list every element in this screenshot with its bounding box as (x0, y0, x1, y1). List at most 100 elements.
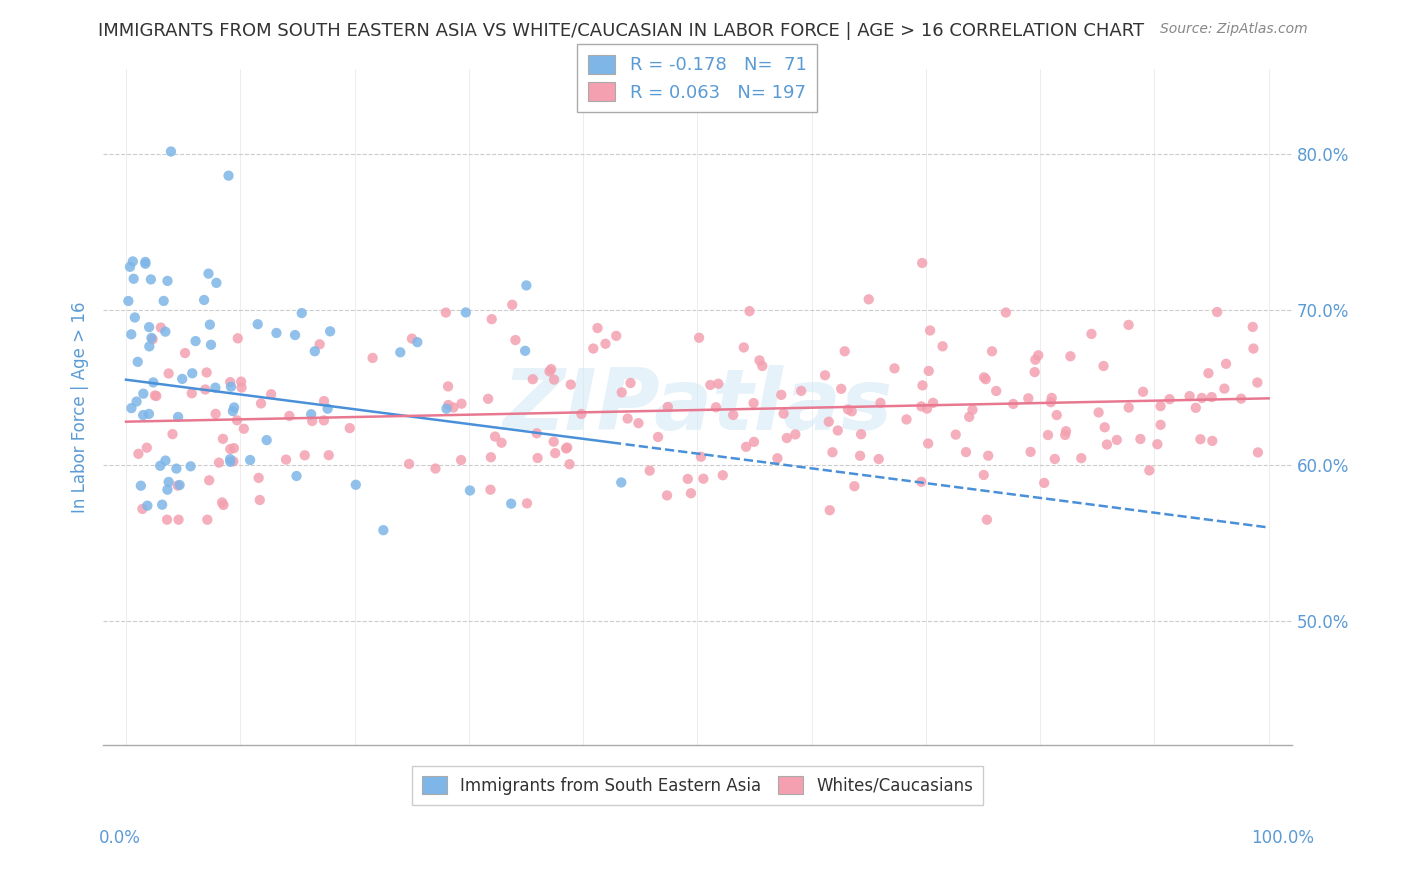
Point (312, 413, 335, 427)
Point (138, 320, 160, 334)
Point (647, 430, 669, 444)
Point (212, 432, 235, 446)
Point (361, 351, 384, 365)
Point (516, 496, 538, 510)
Point (1206, 305, 1229, 319)
Point (1118, 401, 1140, 415)
Point (218, 169, 240, 183)
Point (200, 338, 222, 352)
Point (817, 415, 839, 429)
Point (1201, 390, 1223, 404)
Point (219, 375, 242, 389)
Point (226, 413, 249, 427)
Point (180, 459, 202, 474)
Point (484, 429, 506, 443)
Point (389, 345, 412, 359)
Point (955, 445, 977, 459)
Point (1241, 319, 1264, 334)
Point (127, 355, 149, 369)
Point (285, 469, 308, 483)
Point (1197, 366, 1219, 380)
Point (849, 427, 872, 442)
Point (278, 409, 301, 423)
Point (150, 498, 173, 512)
Point (738, 304, 761, 318)
Point (195, 513, 218, 527)
Point (627, 416, 650, 430)
Point (1213, 382, 1236, 396)
Point (406, 335, 429, 350)
Point (834, 344, 856, 359)
Point (742, 434, 765, 449)
Point (274, 452, 297, 467)
Point (690, 450, 713, 464)
Point (132, 386, 155, 401)
Point (883, 361, 905, 376)
Point (1094, 420, 1116, 434)
Point (657, 400, 679, 414)
Point (679, 486, 702, 500)
Text: Source: ZipAtlas.com: Source: ZipAtlas.com (1160, 22, 1308, 37)
Point (1092, 359, 1115, 373)
Point (638, 464, 661, 478)
Point (922, 396, 945, 410)
Point (450, 397, 472, 411)
Point (198, 473, 221, 487)
Point (458, 483, 481, 498)
Point (973, 370, 995, 384)
Point (513, 343, 536, 358)
Point (134, 257, 156, 271)
Point (918, 364, 941, 378)
Point (301, 414, 323, 428)
Point (226, 331, 249, 345)
Point (711, 468, 734, 483)
Point (441, 401, 464, 415)
Point (849, 449, 872, 463)
Point (1189, 432, 1212, 446)
Point (1149, 399, 1171, 413)
Point (166, 478, 188, 492)
Point (232, 422, 254, 436)
Point (543, 434, 565, 449)
Point (197, 267, 219, 281)
Point (155, 325, 177, 339)
Point (312, 394, 335, 409)
Point (869, 396, 891, 410)
Point (479, 450, 502, 465)
Point (692, 472, 714, 486)
Point (156, 513, 179, 527)
Point (1087, 405, 1109, 419)
Point (1024, 365, 1046, 379)
Point (610, 385, 633, 400)
Point (142, 376, 165, 390)
Point (931, 339, 953, 353)
Point (830, 382, 852, 396)
Point (505, 333, 527, 347)
Point (239, 453, 262, 467)
Point (920, 323, 942, 337)
Point (974, 372, 997, 386)
Point (172, 372, 194, 386)
Point (858, 293, 880, 307)
Point (543, 373, 565, 387)
Point (917, 436, 939, 450)
Point (139, 272, 162, 286)
Point (180, 386, 202, 401)
Point (986, 384, 1008, 398)
Point (1178, 389, 1201, 403)
Point (129, 479, 152, 493)
Point (425, 461, 447, 475)
Point (785, 427, 807, 442)
Point (132, 408, 155, 422)
Point (973, 467, 995, 482)
Point (156, 483, 179, 497)
Point (1105, 433, 1128, 447)
Point (1043, 452, 1066, 467)
Point (1002, 397, 1025, 411)
Point (555, 442, 578, 456)
Point (477, 392, 499, 406)
Point (120, 401, 142, 416)
Point (911, 378, 934, 392)
Point (184, 334, 207, 348)
Point (224, 401, 246, 415)
